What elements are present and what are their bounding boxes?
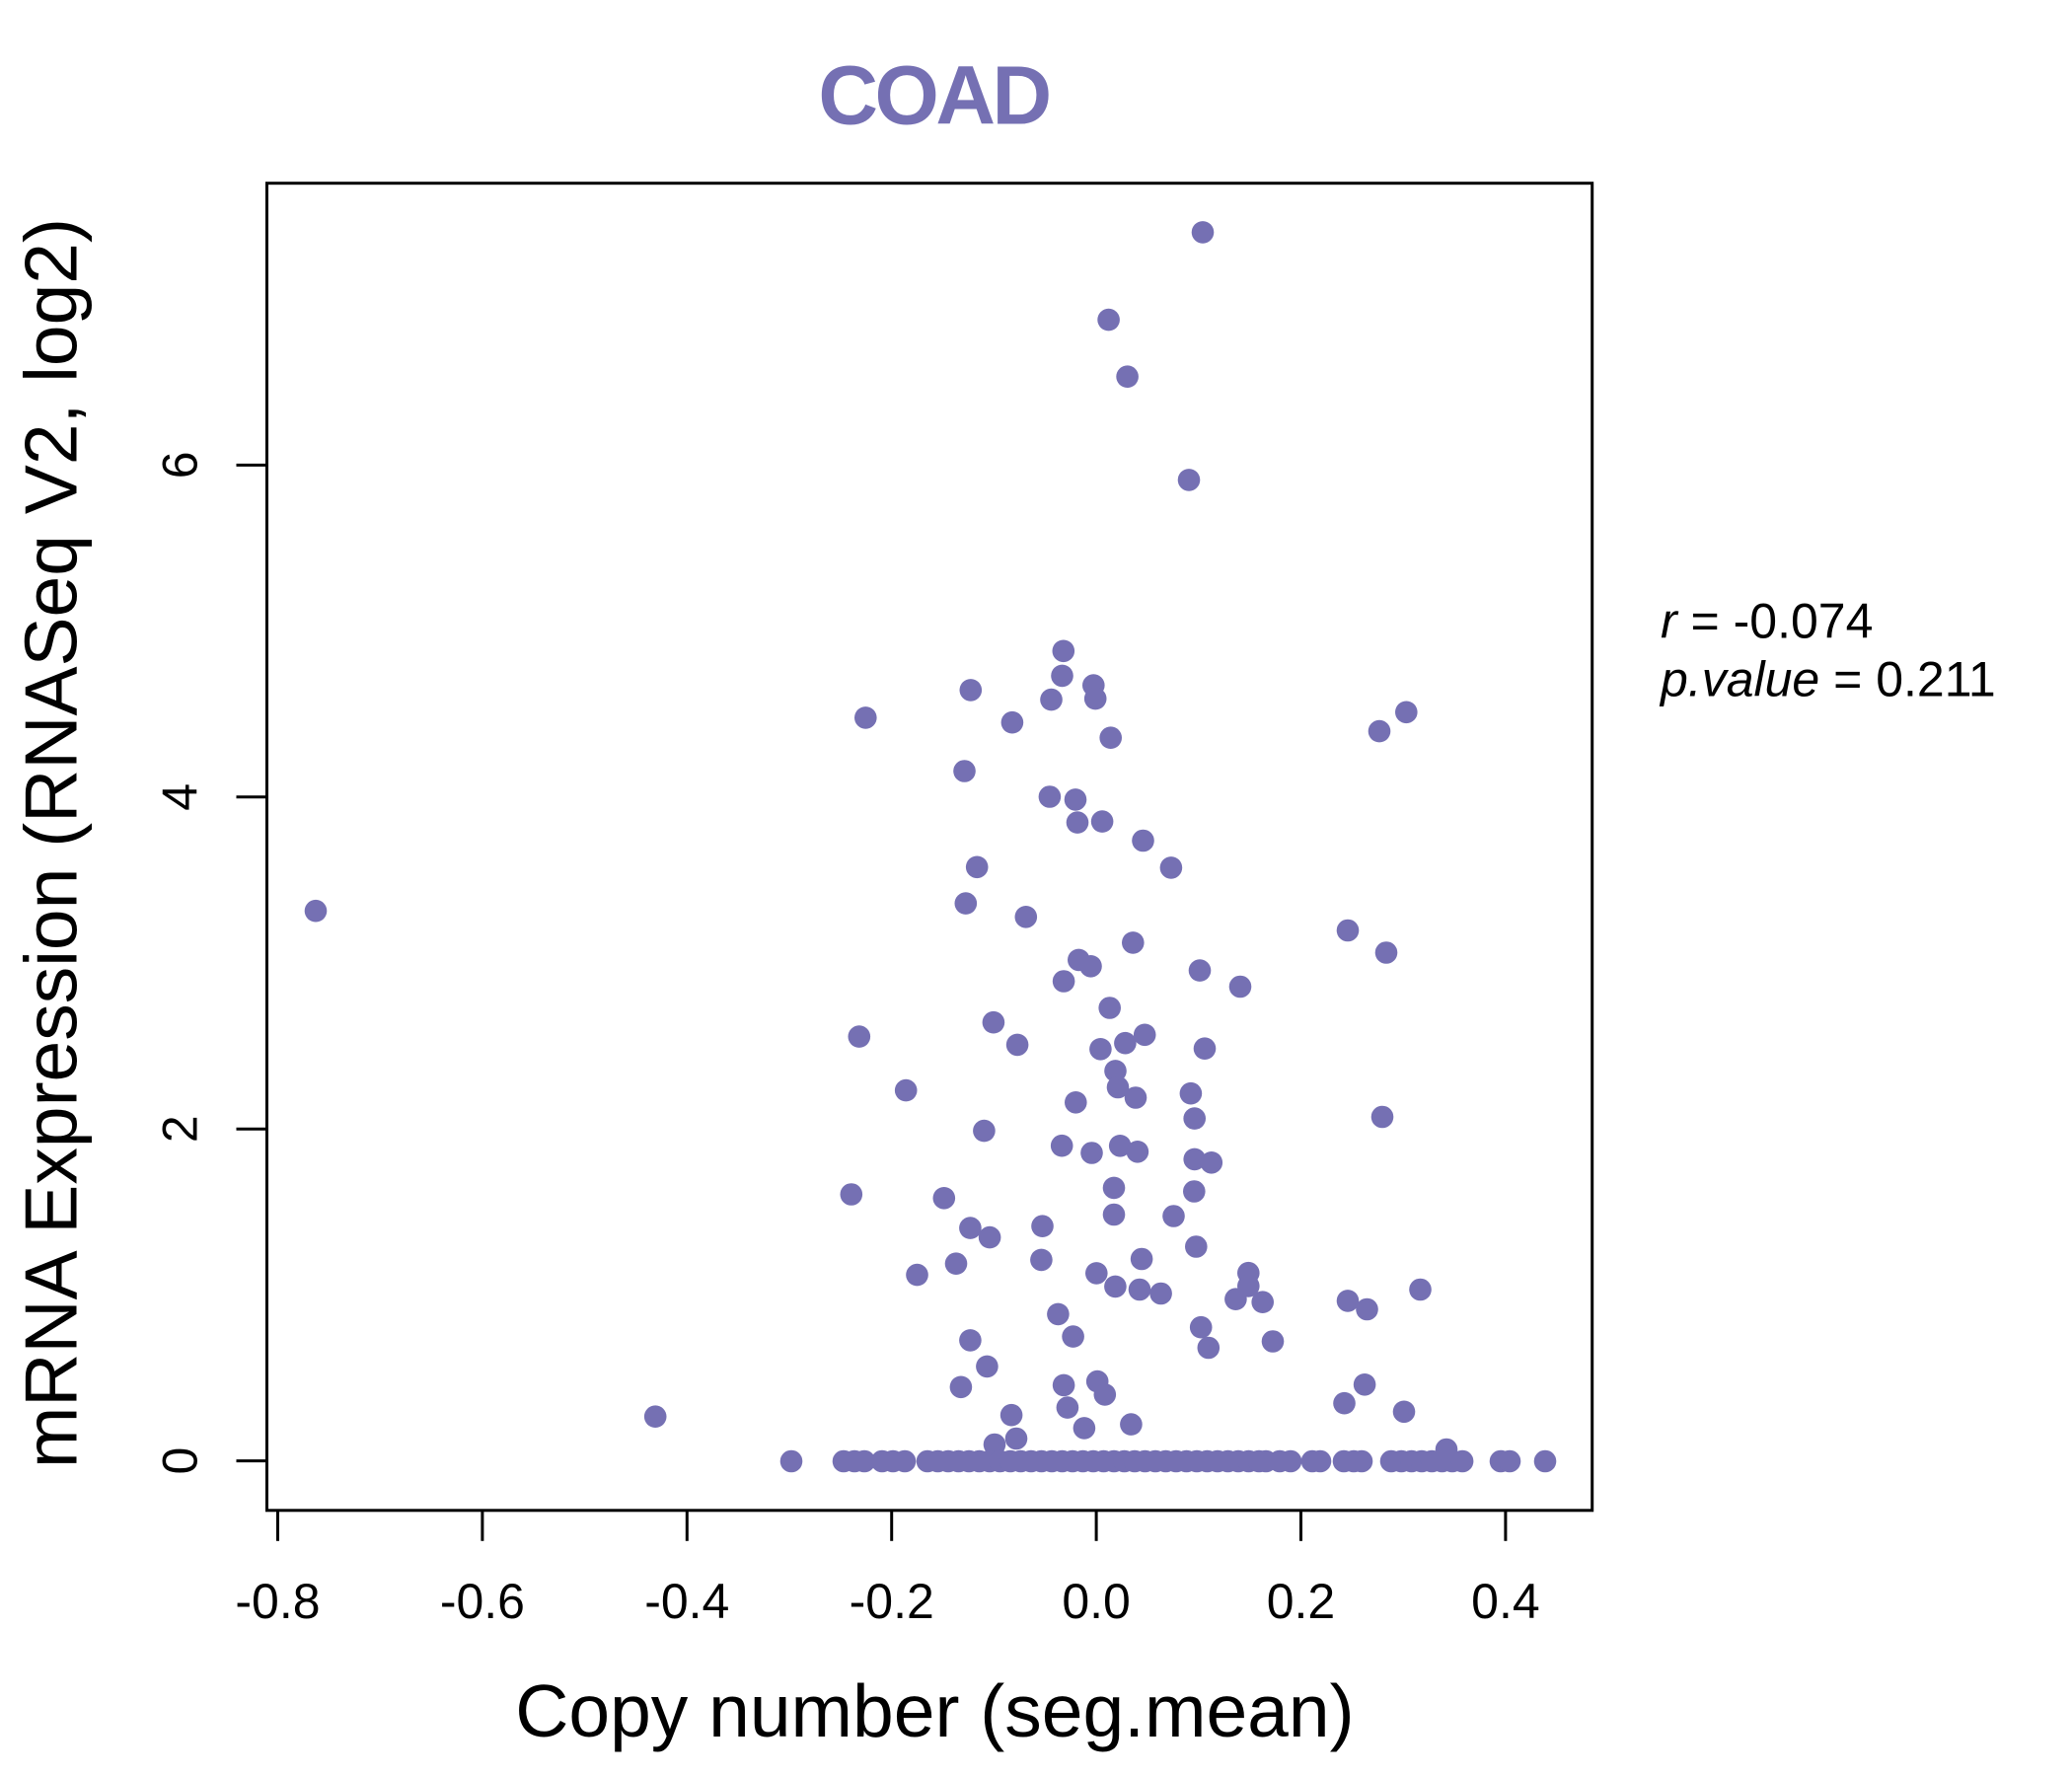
svg-text:0: 0 (153, 1447, 208, 1475)
svg-text:r = -0.074: r = -0.074 (1661, 594, 1873, 649)
svg-text:0.4: 0.4 (1471, 1574, 1540, 1629)
svg-text:p.value = 0.211: p.value = 0.211 (1659, 652, 1996, 707)
svg-text:-0.4: -0.4 (644, 1574, 729, 1629)
svg-text:-0.2: -0.2 (850, 1574, 934, 1629)
svg-text:6: 6 (153, 451, 208, 479)
svg-text:-0.6: -0.6 (440, 1574, 525, 1629)
svg-text:mRNA Expression (RNASeq V2, lo: mRNA Expression (RNASeq V2, log2) (10, 218, 93, 1468)
svg-text:-0.8: -0.8 (235, 1574, 320, 1629)
svg-text:2: 2 (153, 1115, 208, 1143)
svg-text:0.2: 0.2 (1267, 1574, 1336, 1629)
svg-text:0.0: 0.0 (1062, 1574, 1131, 1629)
svg-text:Copy number (seg.mean): Copy number (seg.mean) (515, 1669, 1354, 1752)
svg-text:COAD: COAD (818, 48, 1049, 141)
svg-text:4: 4 (153, 783, 208, 811)
